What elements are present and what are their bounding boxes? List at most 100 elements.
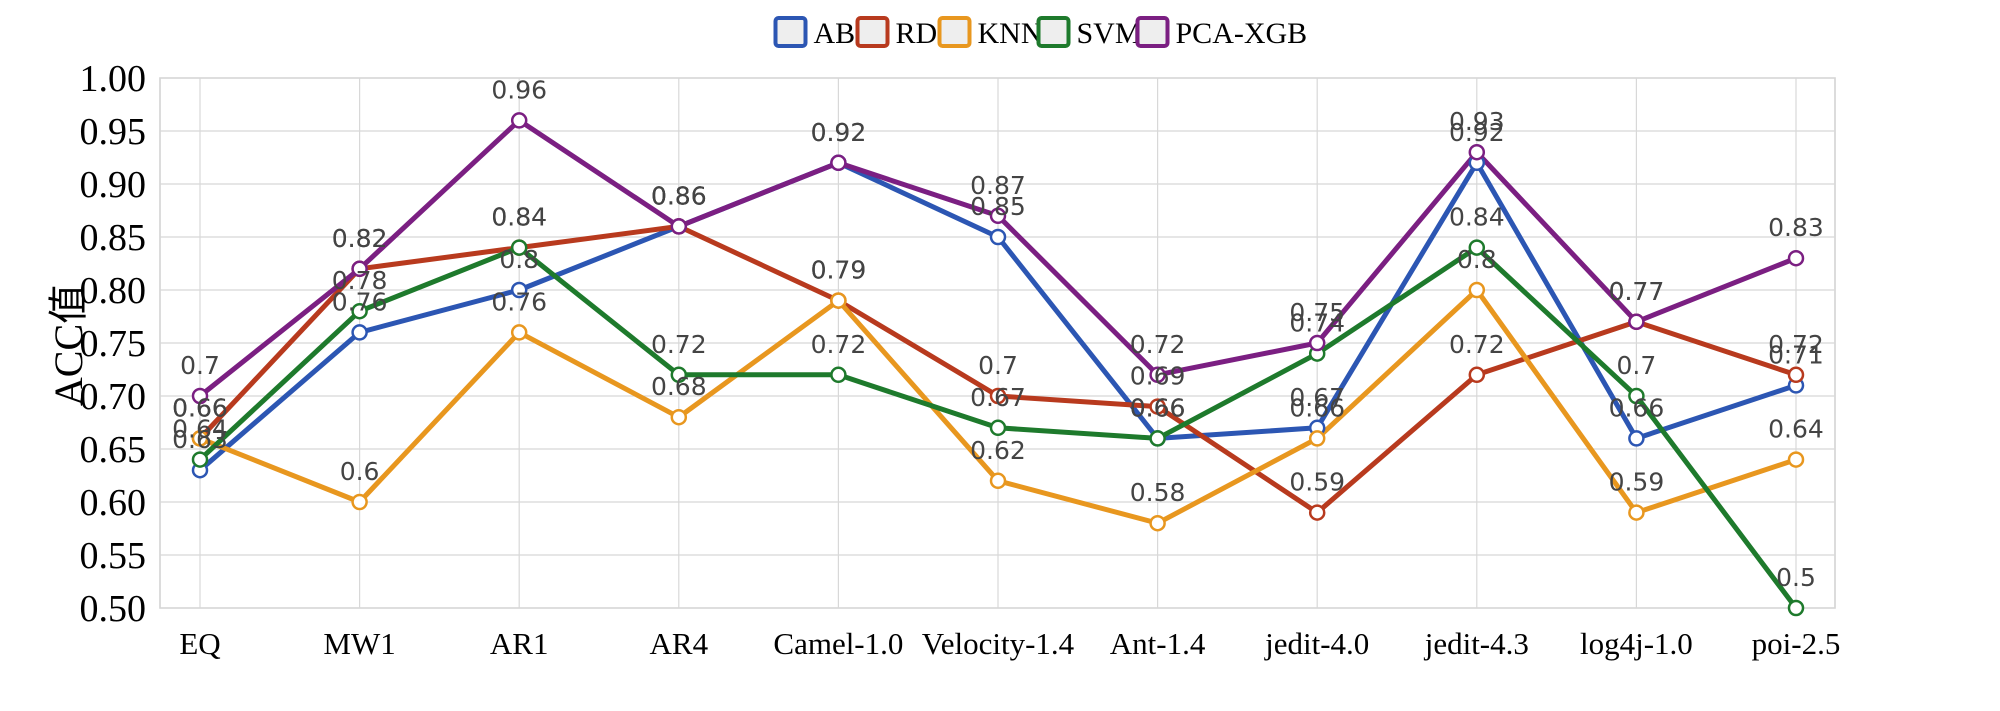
legend-item-rd[interactable]: RD xyxy=(855,16,938,50)
data-label: 0.67 xyxy=(970,383,1026,412)
y-tick-label: 0.90 xyxy=(80,164,147,206)
data-label: 0.86 xyxy=(651,181,707,210)
legend-swatch xyxy=(1036,16,1071,48)
data-label: 0.71 xyxy=(1768,340,1824,369)
legend-swatch xyxy=(937,16,972,48)
x-tick-label: log4j-1.0 xyxy=(1580,626,1693,661)
data-point xyxy=(1468,281,1486,299)
y-tick-label: 0.95 xyxy=(80,111,147,153)
data-label: 0.79 xyxy=(811,256,867,285)
data-label: 0.66 xyxy=(1609,393,1665,422)
data-label: 0.66 xyxy=(172,393,228,422)
legend-swatch xyxy=(1135,16,1170,48)
x-tick-label: Ant-1.4 xyxy=(1110,626,1206,661)
y-tick-label: 0.55 xyxy=(80,535,147,577)
legend[interactable]: AB RD KNN SVM PCA-XGB xyxy=(773,16,1308,50)
legend-label: RD xyxy=(896,17,938,50)
x-axis-ticks: EQ MW1 AR1 AR4 Camel-1.0 Velocity-1.4 Ant-1.4 j… xyxy=(179,626,1840,661)
data-label: 0.83 xyxy=(1768,213,1824,242)
data-point xyxy=(351,260,368,278)
data-label: 0.62 xyxy=(970,436,1026,465)
data-point xyxy=(1628,387,1645,405)
data-point xyxy=(1628,313,1645,331)
data-label: 0.92 xyxy=(811,118,867,147)
legend-item-svm[interactable]: SVM xyxy=(1036,16,1142,50)
data-point xyxy=(670,218,688,235)
data-point xyxy=(1149,430,1166,447)
x-tick-label: AR4 xyxy=(650,626,709,661)
data-point xyxy=(351,493,368,511)
data-label: 0.86 xyxy=(651,181,707,210)
x-tick-label: AR1 xyxy=(490,626,549,661)
y-tick-label: 0.65 xyxy=(80,429,147,471)
data-label: 0.67 xyxy=(1289,383,1345,412)
data-point xyxy=(510,112,528,129)
x-tick-label: poi-2.5 xyxy=(1752,626,1841,661)
data-label: 0.77 xyxy=(1609,277,1665,306)
data-point xyxy=(989,472,1007,490)
grid xyxy=(159,77,1836,609)
y-tick-label: 1.00 xyxy=(80,58,147,100)
legend-swatch xyxy=(773,16,808,48)
x-tick-label: Velocity-1.4 xyxy=(922,626,1075,661)
legend-label: KNN xyxy=(978,17,1043,50)
data-label: 0.69 xyxy=(1130,362,1186,391)
legend-label: AB xyxy=(814,17,856,50)
data-point xyxy=(1628,504,1645,521)
data-label: 0.66 xyxy=(1289,393,1345,422)
legend-item-knn[interactable]: KNN xyxy=(937,16,1043,50)
data-point xyxy=(1787,599,1805,617)
data-label: 0.66 xyxy=(172,393,228,422)
data-point xyxy=(191,451,209,468)
data-point xyxy=(1308,334,1326,352)
legend-item-pca-xgb[interactable]: PCA-XGB xyxy=(1135,16,1308,50)
data-label: 0.72 xyxy=(1449,330,1505,359)
data-point xyxy=(1468,239,1486,256)
data-label: 0.75 xyxy=(1289,298,1345,327)
data-point xyxy=(351,302,368,320)
data-label: 0.96 xyxy=(491,75,547,104)
data-point xyxy=(1308,430,1326,447)
data-label: 0.5 xyxy=(1776,563,1816,592)
data-label: 0.6 xyxy=(340,457,380,486)
data-label: 0.8 xyxy=(1457,245,1497,274)
data-point xyxy=(1468,366,1486,384)
data-point xyxy=(510,324,528,341)
data-labels: 0.630.760.80.860.920.850.66 0.670.920.660… xyxy=(172,75,1824,592)
y-axis-ticks: 0.50 0.55 0.60 0.65 0.70 0.75 0.80 0.85 0.90 0.95… xyxy=(80,58,147,630)
legend-item-ab[interactable]: AB xyxy=(773,16,856,50)
data-point xyxy=(670,366,688,384)
data-point xyxy=(351,324,368,341)
data-label: 0.63 xyxy=(172,425,228,454)
data-label: 0.74 xyxy=(1289,309,1345,338)
data-label: 0.82 xyxy=(332,224,388,253)
data-label: 0.87 xyxy=(970,171,1026,200)
data-label: 0.78 xyxy=(332,266,388,295)
x-tick-label: EQ xyxy=(179,626,220,661)
legend-swatch xyxy=(855,16,890,48)
data-label: 0.72 xyxy=(811,330,867,359)
data-point xyxy=(1308,504,1326,521)
y-tick-label: 0.75 xyxy=(80,323,147,365)
data-point xyxy=(1149,514,1166,532)
data-label: 0.92 xyxy=(811,118,867,147)
data-label: 0.66 xyxy=(1130,393,1186,422)
data-point xyxy=(830,292,847,309)
data-label: 0.7 xyxy=(978,351,1018,380)
data-label: 0.82 xyxy=(332,224,388,253)
data-label: 0.72 xyxy=(651,330,707,359)
data-label: 0.92 xyxy=(1449,118,1505,147)
data-label: 0.79 xyxy=(811,256,867,285)
data-label: 0.85 xyxy=(970,192,1026,221)
data-point xyxy=(1787,451,1805,468)
y-tick-label: 0.85 xyxy=(80,217,147,259)
legend-label: SVM xyxy=(1077,17,1142,50)
data-label: 0.68 xyxy=(651,372,707,401)
y-tick-label: 0.60 xyxy=(80,482,147,524)
data-point xyxy=(1787,249,1805,267)
y-tick-label: 0.80 xyxy=(80,270,147,312)
data-point xyxy=(989,387,1007,405)
data-label: 0.76 xyxy=(332,287,388,316)
legend-label: PCA-XGB xyxy=(1176,17,1308,50)
